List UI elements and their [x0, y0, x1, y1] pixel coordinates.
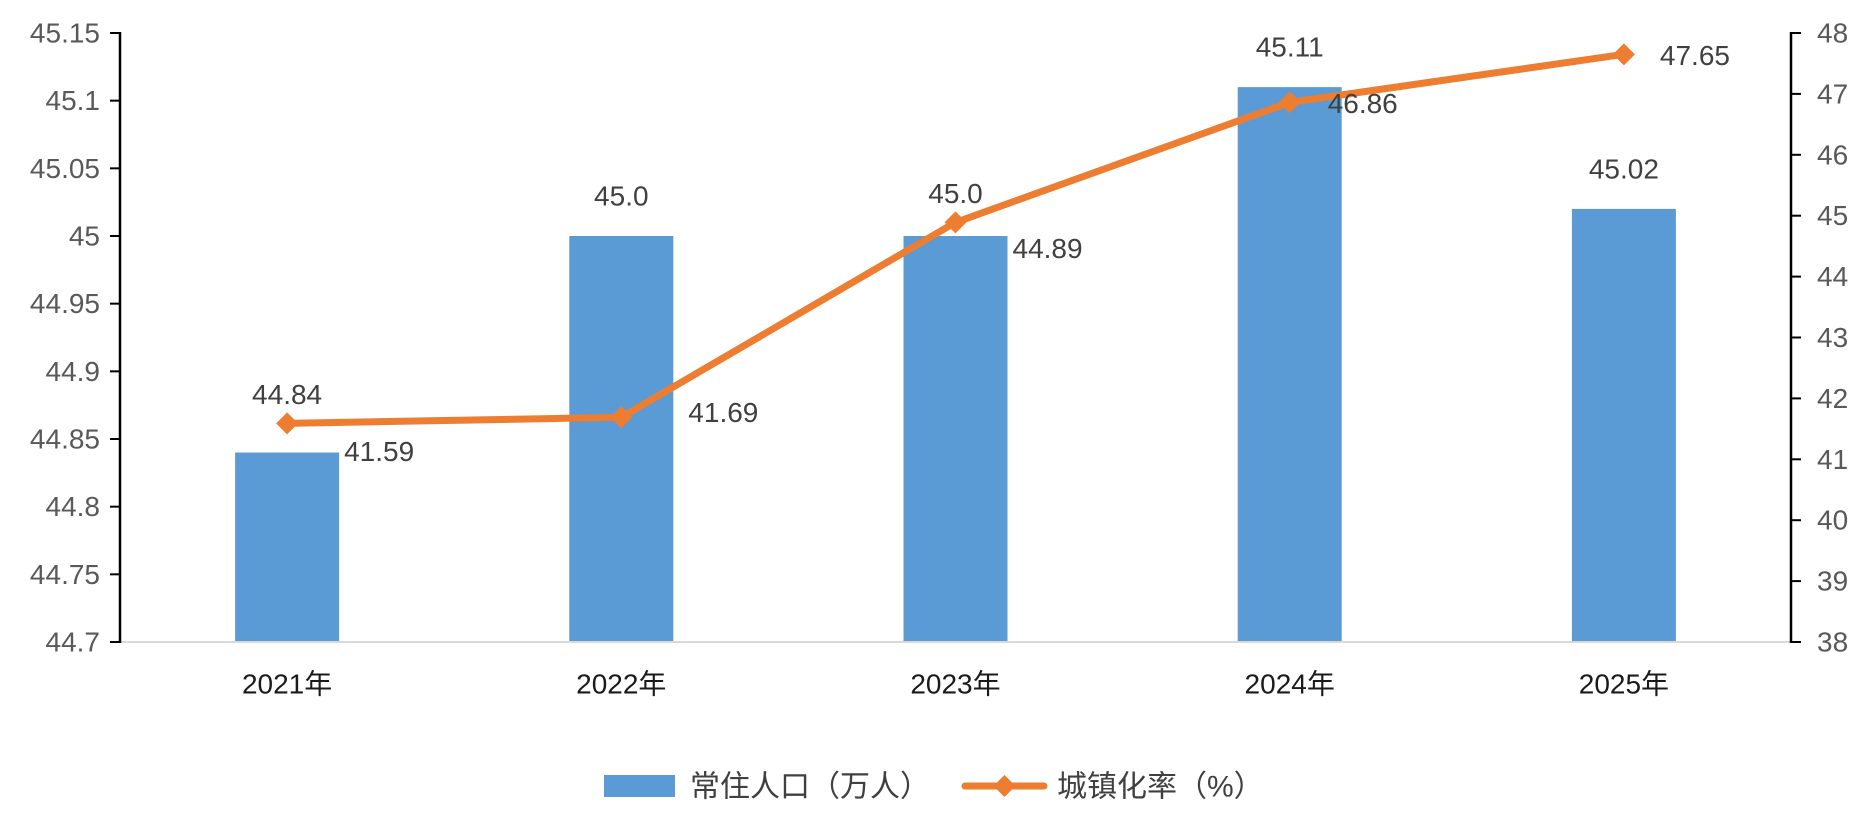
right-tick-label-3: 45: [1817, 200, 1848, 231]
population-data-label-1: 45.0: [594, 181, 649, 212]
left-tick-label-3: 45: [69, 221, 100, 252]
right-tick-label-4: 44: [1817, 261, 1848, 292]
left-tick-label-6: 44.85: [30, 424, 100, 455]
left-tick-label-1: 45.1: [46, 85, 101, 116]
urbanization-data-label-0: 41.59: [344, 436, 414, 467]
urbanization-marker-3: [1278, 91, 1301, 114]
urbanization-data-label-2: 44.89: [1013, 233, 1083, 264]
left-tick-label-8: 44.75: [30, 559, 100, 590]
legend-swatch-population: [604, 775, 675, 797]
urbanization-data-label-1: 41.69: [688, 397, 758, 428]
category-label-1: 2022年: [576, 669, 666, 700]
right-tick-label-1: 47: [1817, 78, 1848, 109]
legend: 常住人口（万人） 城镇化率（%）: [604, 771, 1264, 804]
population-bar-0: [235, 452, 340, 642]
bar-series-group: [235, 87, 1676, 643]
left-tick-label-2: 45.05: [30, 153, 100, 184]
legend-label-urbanization: 城镇化率（%）: [1057, 771, 1264, 804]
population-data-label-4: 45.02: [1589, 153, 1659, 184]
population-bar-4: [1571, 208, 1676, 642]
left-tick-label-9: 44.7: [46, 627, 101, 658]
line-series-group: [276, 43, 1635, 435]
left-tick-label-4: 44.95: [30, 288, 100, 319]
population-data-label-0: 44.84: [252, 379, 322, 410]
category-label-0: 2021年: [242, 669, 332, 700]
right-tick-label-6: 42: [1817, 383, 1848, 414]
population-bar-1: [569, 236, 674, 642]
left-tick-label-0: 45.15: [30, 18, 100, 49]
urbanization-data-label-4: 47.65: [1660, 40, 1730, 71]
right-tick-label-0: 48: [1817, 18, 1848, 49]
right-tick-label-10: 38: [1817, 627, 1848, 658]
left-tick-label-7: 44.8: [46, 491, 101, 522]
right-tick-label-5: 43: [1817, 322, 1848, 353]
urbanization-marker-2: [944, 211, 967, 234]
category-label-4: 2025年: [1579, 669, 1669, 700]
right-tick-label-9: 39: [1817, 566, 1848, 597]
population-data-label-2: 45.0: [928, 178, 983, 209]
urbanization-marker-1: [610, 406, 633, 429]
population-bar-2: [903, 236, 1008, 642]
right-tick-label-2: 46: [1817, 139, 1848, 170]
legend-label-population: 常住人口（万人）: [690, 771, 930, 804]
axes-group: 45.15 45.1 45.05 45 44.95 44.9 44.85 44.8 44.75 4…: [30, 18, 1848, 700]
category-label-2: 2023年: [910, 669, 1000, 700]
left-tick-label-5: 44.9: [46, 356, 101, 387]
data-labels-group: 44.84 45.0 45.0 45.11 45.02 41.59 41.69 44.89 46…: [252, 32, 1730, 467]
population-bar-3: [1237, 87, 1342, 643]
right-tick-label-8: 40: [1817, 505, 1848, 536]
category-label-3: 2024年: [1245, 669, 1335, 700]
population-data-label-3: 45.11: [1256, 32, 1324, 63]
legend-diamond-marker-icon: [993, 775, 1016, 797]
urbanization-marker-4: [1612, 43, 1635, 66]
urbanization-marker-0: [276, 412, 299, 435]
right-tick-label-7: 41: [1817, 444, 1848, 475]
urbanization-data-label-3: 46.86: [1328, 88, 1398, 119]
